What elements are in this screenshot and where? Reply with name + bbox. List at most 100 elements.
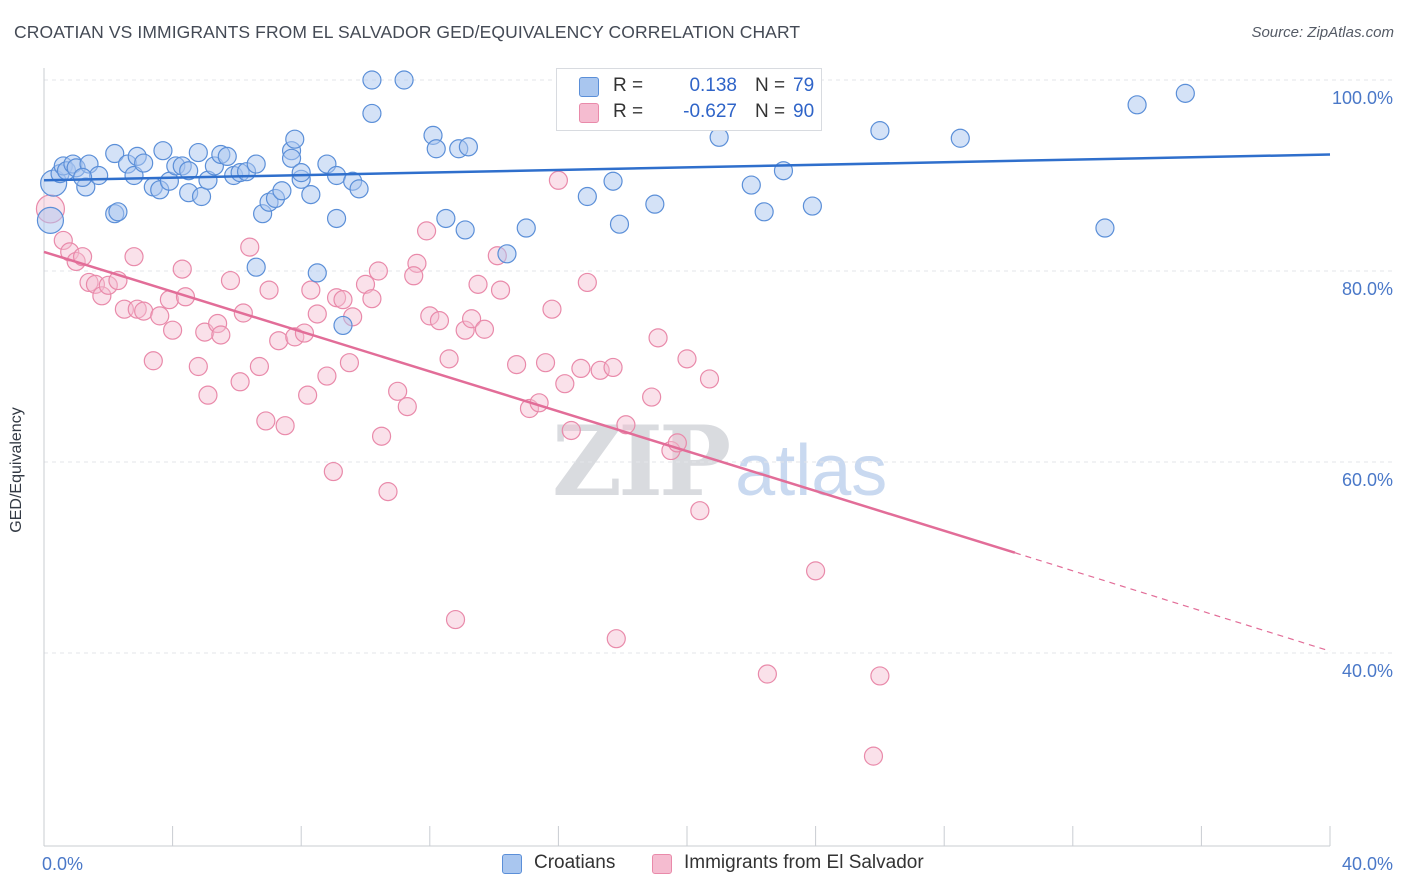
data-point-croatians — [108, 202, 128, 222]
data-point-el-salvador — [474, 319, 495, 339]
legend-n-value: 79 — [793, 75, 815, 96]
legend-swatch-blue — [502, 854, 522, 874]
legend-swatch-blue — [579, 77, 599, 97]
data-point-el-salvador — [339, 353, 360, 373]
axes — [43, 68, 1331, 847]
data-point-croatians — [285, 129, 305, 149]
legend-r-value: 0.138 — [689, 75, 737, 96]
data-point-el-salvador — [468, 274, 488, 294]
legend-swatch-pink — [579, 103, 599, 123]
y-tick-label: 40.0% — [1342, 661, 1393, 681]
y-tick-label: 100.0% — [1332, 88, 1393, 108]
legend-n-value: 90 — [793, 101, 815, 122]
data-point-el-salvador — [571, 358, 591, 379]
data-point-el-salvador — [616, 415, 636, 435]
legend-label-el-salvador: Immigrants from El Salvador — [684, 852, 924, 873]
data-point-el-salvador — [542, 299, 562, 319]
data-point-croatians — [362, 70, 382, 90]
data-point-el-salvador — [507, 354, 527, 375]
data-point-el-salvador — [269, 331, 289, 351]
y-tick-label: 60.0% — [1342, 470, 1393, 490]
data-point-croatians — [436, 208, 456, 229]
data-point-croatians — [36, 206, 65, 234]
data-point-el-salvador — [230, 372, 250, 392]
data-point-croatians — [105, 143, 125, 164]
data-point-el-salvador — [388, 381, 408, 401]
trend-line-el-salvador — [43, 250, 1016, 554]
data-point-el-salvador — [188, 356, 208, 377]
data-point-croatians — [609, 214, 630, 234]
data-point-croatians — [134, 153, 154, 173]
data-point-croatians — [307, 263, 327, 283]
data-point-el-salvador — [208, 313, 228, 334]
data-point-el-salvador — [298, 385, 318, 405]
x-tick-label: 40.0% — [1342, 854, 1393, 874]
data-point-el-salvador — [172, 259, 192, 279]
data-point-el-salvador — [249, 356, 270, 377]
data-point-croatians — [301, 185, 321, 205]
data-point-croatians — [1175, 83, 1195, 103]
data-point-el-salvador — [407, 253, 427, 273]
data-point-el-salvador — [307, 304, 327, 324]
data-point-el-salvador — [259, 280, 279, 300]
data-point-croatians — [188, 142, 208, 163]
series-legend: Croatians Immigrants from El Salvador — [0, 852, 1406, 878]
watermark-atlas: atlas — [735, 431, 888, 511]
data-point-el-salvador — [577, 272, 597, 293]
data-point-croatians — [950, 128, 970, 148]
data-point-el-salvador — [124, 247, 144, 267]
legend-n-label: N = — [755, 75, 786, 96]
data-point-el-salvador — [317, 366, 337, 386]
data-point-croatians — [645, 194, 665, 214]
data-point-croatians — [349, 179, 369, 199]
data-point-el-salvador — [429, 311, 450, 331]
trend-line-el-salvador-extension — [1014, 552, 1331, 652]
data-point-croatians — [362, 103, 382, 124]
data-point-el-salvador — [699, 369, 720, 389]
trend-line-croatians — [43, 153, 1331, 182]
data-point-el-salvador — [677, 349, 697, 369]
series-croatians-points — [36, 70, 1195, 336]
data-point-croatians — [754, 202, 774, 222]
data-point-croatians — [497, 244, 517, 264]
data-point-el-salvador — [561, 420, 581, 441]
data-point-croatians — [1095, 218, 1115, 238]
data-point-el-salvador — [404, 266, 424, 286]
data-point-croatians — [870, 121, 890, 141]
data-point-el-salvador — [378, 482, 398, 502]
data-point-croatians — [326, 208, 347, 229]
data-point-el-salvador — [416, 221, 437, 241]
data-point-el-salvador — [805, 561, 826, 581]
chart-title: CROATIAN VS IMMIGRANTS FROM EL SALVADOR … — [14, 22, 801, 42]
data-point-el-salvador — [603, 357, 623, 378]
data-point-el-salvador — [163, 320, 183, 340]
legend-label-croatians: Croatians — [534, 852, 616, 873]
data-point-el-salvador — [420, 306, 440, 326]
data-point-el-salvador — [455, 320, 475, 340]
data-point-el-salvador — [371, 426, 392, 446]
series-el-salvador-points — [35, 170, 890, 766]
data-point-el-salvador — [642, 387, 662, 407]
legend-r-label: R = — [613, 75, 644, 96]
data-point-el-salvador — [211, 325, 231, 345]
data-point-croatians — [603, 171, 623, 191]
data-point-el-salvador — [301, 280, 321, 300]
data-point-croatians — [281, 148, 302, 168]
data-point-el-salvador — [198, 385, 218, 405]
data-point-croatians — [333, 315, 353, 336]
data-point-croatians — [741, 175, 761, 195]
data-point-croatians — [72, 167, 93, 188]
data-point-croatians — [458, 137, 478, 157]
data-point-el-salvador — [648, 328, 668, 348]
data-point-el-salvador — [98, 275, 118, 295]
data-point-el-salvador — [220, 270, 241, 291]
data-point-el-salvador — [323, 461, 343, 482]
data-point-el-salvador — [92, 286, 112, 306]
data-point-croatians — [577, 186, 597, 207]
data-point-croatians — [516, 218, 536, 238]
data-point-el-salvador — [285, 327, 305, 347]
data-point-croatians — [455, 220, 475, 240]
source-credit: Source: ZipAtlas.com — [1251, 24, 1394, 41]
data-point-el-salvador — [863, 746, 884, 766]
